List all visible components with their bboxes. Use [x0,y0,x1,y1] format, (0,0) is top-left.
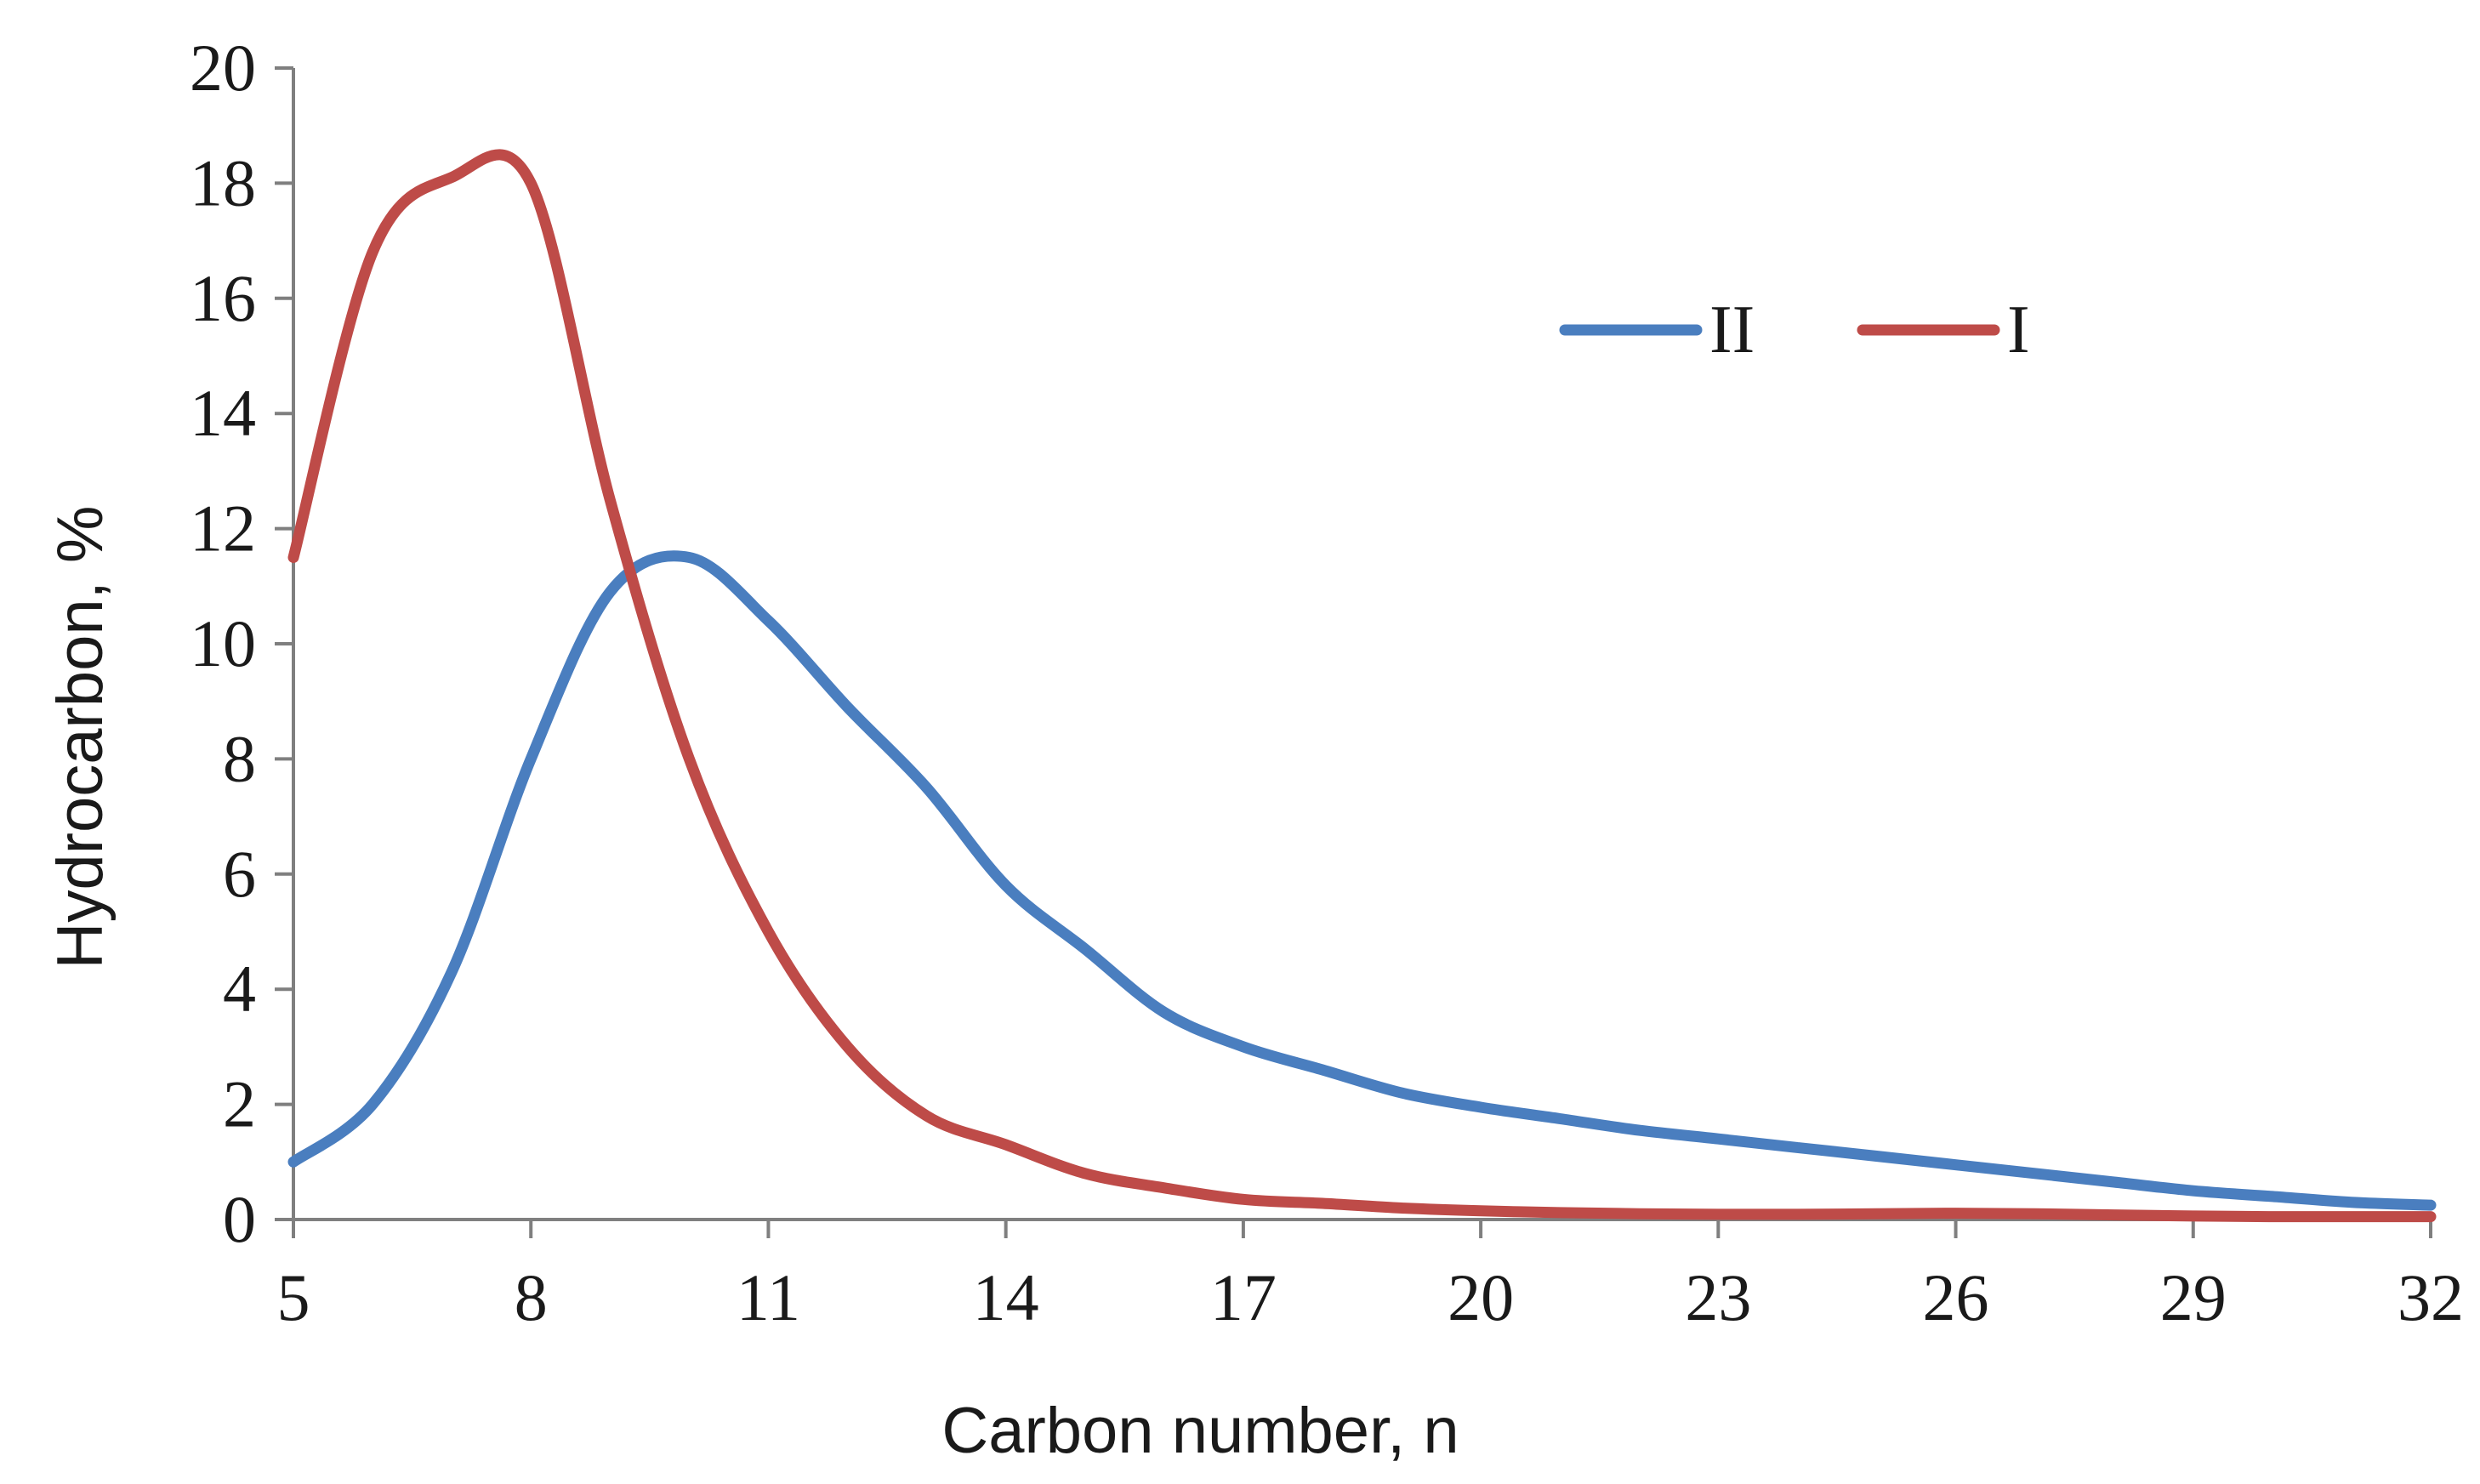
x-tick-label: 23 [1685,1260,1751,1334]
y-tick-label: 4 [223,952,256,1026]
series-line-I [287,149,2437,1223]
y-tick-label: 2 [223,1067,256,1141]
x-axis-ticks: 5 8 11 14 17 20 23 26 29 32 [277,1220,2464,1334]
y-tick-label: 0 [223,1182,256,1256]
y-tick-label: 14 [190,376,256,450]
legend-label-II: II [1709,293,1755,367]
y-tick-label: 6 [223,837,256,911]
y-tick-label: 16 [190,261,256,335]
legend-label-I: I [2007,293,2030,367]
x-tick-label: 29 [2160,1260,2227,1334]
x-tick-label: 11 [737,1260,800,1334]
x-axis-title: Carbon number, n [941,1395,1459,1467]
x-tick-label: 17 [1210,1260,1277,1334]
series-group [287,149,2437,1223]
legend: II I [1559,293,2030,367]
y-tick-label: 18 [190,145,256,219]
x-tick-label: 5 [277,1260,310,1334]
y-tick-label: 12 [190,492,256,566]
y-tick-label: 8 [223,721,256,795]
x-tick-label: 32 [2398,1260,2464,1334]
y-axis-title: Hydrocarbon, % [44,506,117,969]
series-line-II [287,550,2437,1211]
y-axis-ticks: 0 2 4 6 8 10 12 14 16 18 20 [190,31,293,1256]
x-tick-label: 20 [1448,1260,1514,1334]
y-tick-label: 20 [190,31,256,105]
y-tick-label: 10 [190,606,256,680]
x-tick-label: 26 [1923,1260,1989,1334]
x-tick-label: 8 [515,1260,548,1334]
x-tick-label: 14 [973,1260,1039,1334]
